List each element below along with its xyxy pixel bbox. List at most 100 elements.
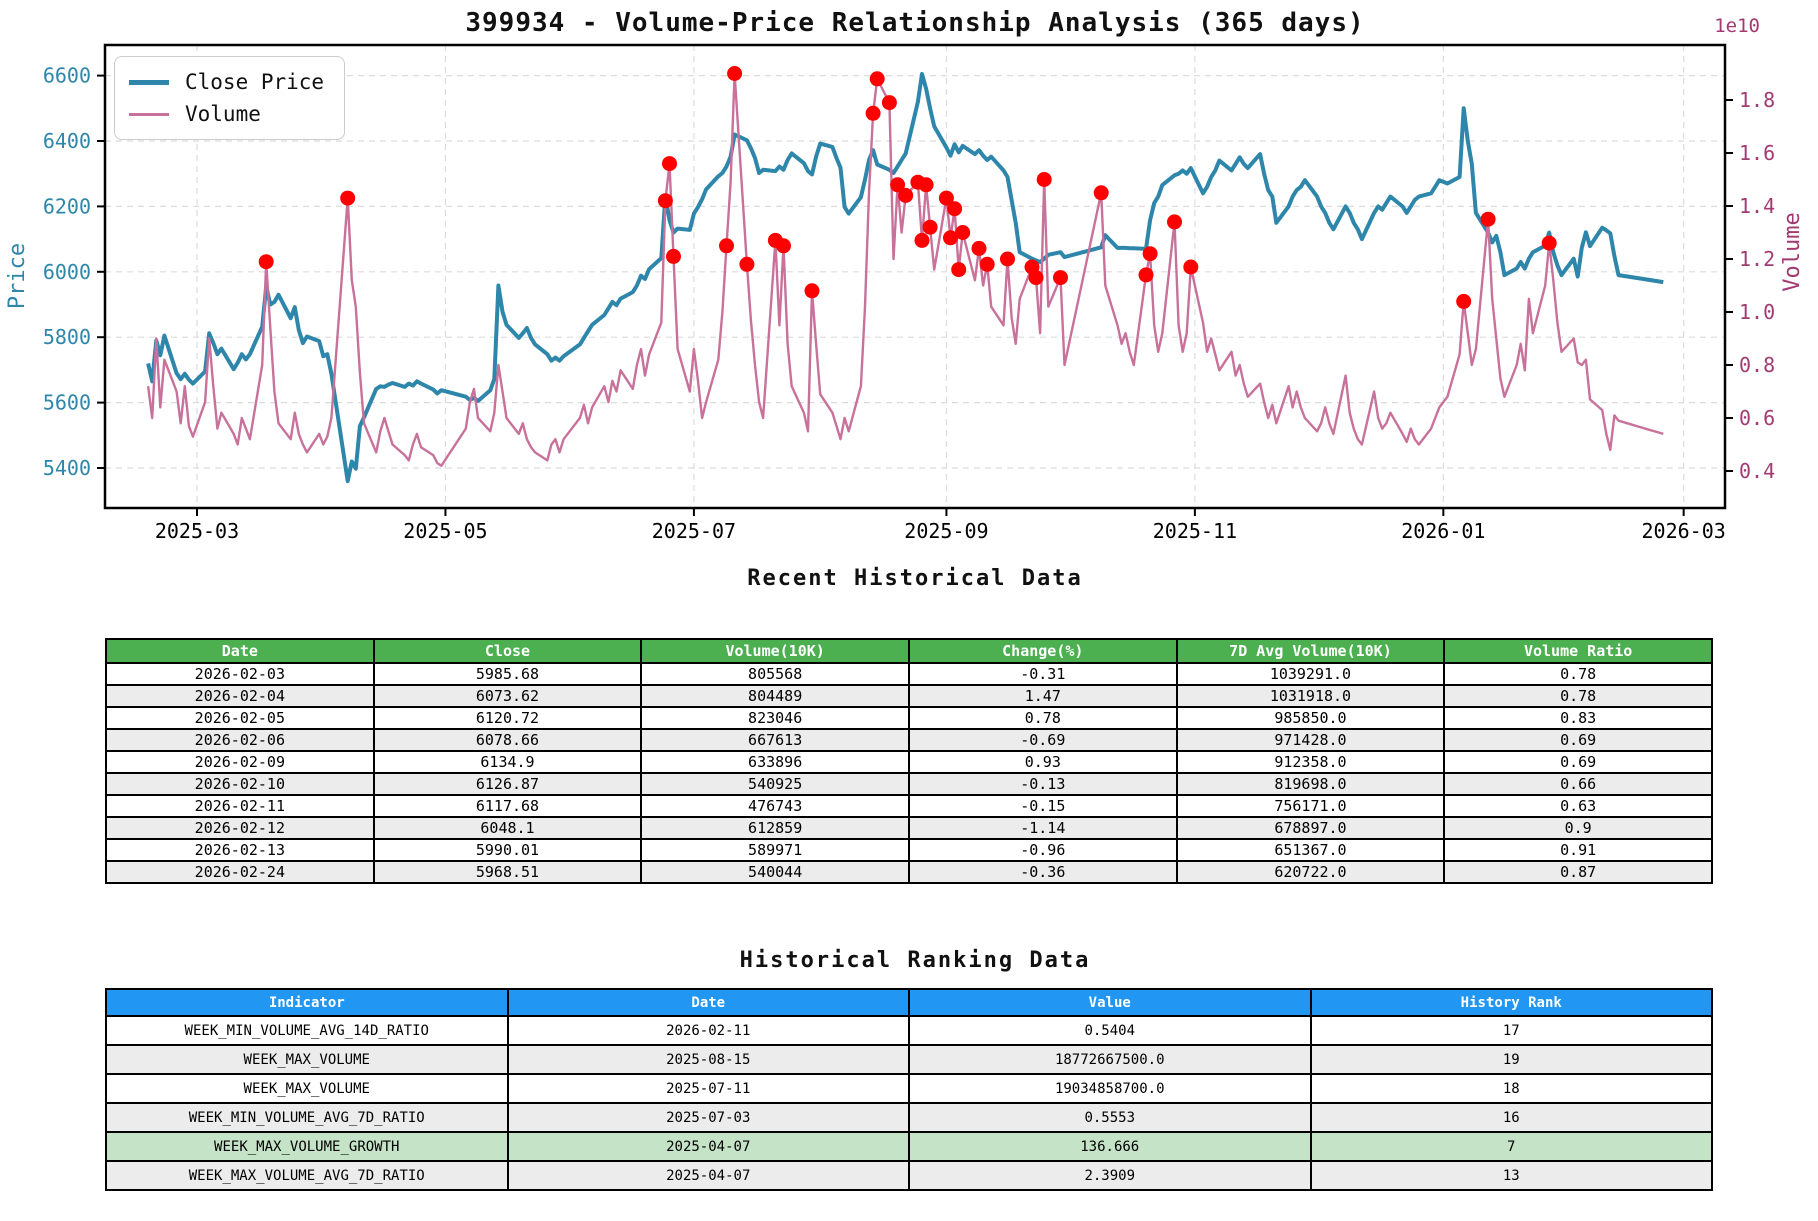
- table-cell: 5985.68: [372, 662, 643, 686]
- table-row: WEEK_MAX_VOLUME_AVG_7D_RATIO 2025-04-07 2.…: [105, 1160, 1713, 1191]
- table-cell: 589971: [640, 838, 910, 862]
- table-cell: 2026-02-04: [105, 684, 375, 708]
- table-row: WEEK_MAX_VOLUME_GROWTH 2025-04-07 136.666 7: [105, 1131, 1713, 1162]
- table-row: WEEK_MAX_VOLUME 2025-08-15 18772667500.0 19: [105, 1044, 1713, 1075]
- table-cell: 5968.51: [372, 860, 643, 884]
- table-row: 2026-02-06 6078.66 667613 -0.69 971428.0 0.69: [105, 728, 1713, 752]
- table-row: WEEK_MAX_VOLUME 2025-07-11 19034858700.0 18: [105, 1073, 1713, 1104]
- table-cell: 912358.0: [1175, 750, 1446, 774]
- svg-text:1.4: 1.4: [1739, 194, 1775, 218]
- close-price-line-swatch: [129, 79, 169, 85]
- legend-item-close-price: Close Price: [129, 66, 324, 98]
- svg-text:6200: 6200: [43, 194, 91, 218]
- recent-data-table: Date Close Volume(10K) Change(%) 7D Avg Volu…: [105, 638, 1713, 884]
- svg-text:1e10: 1e10: [1714, 15, 1760, 37]
- table-cell: 0.93: [907, 750, 1178, 774]
- svg-text:Price: Price: [5, 243, 30, 309]
- svg-text:5400: 5400: [43, 456, 91, 480]
- table-cell: WEEK_MAX_VOLUME: [105, 1044, 509, 1075]
- legend-label-volume: Volume: [185, 102, 261, 126]
- table-header-row: Indicator Date Value History Rank: [105, 988, 1713, 1017]
- table-cell: 7: [1309, 1131, 1713, 1162]
- table-cell: 6048.1: [372, 816, 643, 840]
- table-cell: 1031918.0: [1175, 684, 1446, 708]
- table-cell: 6073.62: [372, 684, 643, 708]
- svg-text:1.2: 1.2: [1739, 247, 1775, 271]
- table-cell: 971428.0: [1175, 728, 1446, 752]
- table-cell: -0.13: [907, 772, 1178, 796]
- svg-text:2025-11: 2025-11: [1153, 519, 1237, 543]
- recent-data-title: Recent Historical Data: [747, 566, 1083, 591]
- table-cell: 1.47: [907, 684, 1178, 708]
- table-row: 2026-02-12 6048.1 612859 -1.14 678897.0 0.9: [105, 816, 1713, 840]
- svg-text:Volume: Volume: [1780, 212, 1805, 291]
- table-cell: 6126.87: [372, 772, 643, 796]
- table-row: 2026-02-11 6117.68 476743 -0.15 756171.0 0.63: [105, 794, 1713, 818]
- table-cell: 16: [1309, 1102, 1713, 1133]
- table-cell: 2026-02-12: [105, 816, 375, 840]
- table-cell: 19: [1309, 1044, 1713, 1075]
- svg-text:6400: 6400: [43, 129, 91, 153]
- table-cell: 612859: [640, 816, 910, 840]
- ranking-table-head: Indicator Date Value History Rank: [105, 988, 1713, 1017]
- table-cell: 2026-02-09: [105, 750, 375, 774]
- table-cell: WEEK_MAX_VOLUME: [105, 1073, 509, 1104]
- svg-text:6600: 6600: [43, 64, 91, 88]
- table-cell: 18772667500.0: [908, 1044, 1312, 1075]
- table-cell: 476743: [640, 794, 910, 818]
- svg-text:2026-01: 2026-01: [1401, 519, 1485, 543]
- table-cell: 804489: [640, 684, 910, 708]
- table-header-row: Date Close Volume(10K) Change(%) 7D Avg Volu…: [105, 638, 1713, 664]
- table-cell: -0.96: [907, 838, 1178, 862]
- column-header: 7D Avg Volume(10K): [1175, 638, 1446, 664]
- table-cell: -0.15: [907, 794, 1178, 818]
- table-cell: 2.3909: [908, 1160, 1312, 1191]
- svg-text:1.6: 1.6: [1739, 141, 1775, 165]
- table-cell: WEEK_MAX_VOLUME_AVG_7D_RATIO: [105, 1160, 509, 1191]
- svg-text:1.8: 1.8: [1739, 88, 1775, 112]
- table-row: 2026-02-09 6134.9 633896 0.93 912358.0 0.69: [105, 750, 1713, 774]
- table-cell: 2025-07-03: [506, 1102, 910, 1133]
- table-cell: WEEK_MIN_VOLUME_AVG_14D_RATIO: [105, 1015, 509, 1046]
- column-header: Close: [372, 638, 643, 664]
- table-cell: 0.5404: [908, 1015, 1312, 1046]
- table-cell: 651367.0: [1175, 838, 1446, 862]
- table-cell: 620722.0: [1175, 860, 1446, 884]
- column-header: Volume(10K): [640, 638, 910, 664]
- svg-text:2025-03: 2025-03: [155, 519, 239, 543]
- table-cell: 667613: [640, 728, 910, 752]
- table-cell: 19034858700.0: [908, 1073, 1312, 1104]
- column-header: Value: [908, 988, 1312, 1017]
- table-cell: 823046: [640, 706, 910, 730]
- column-header: Date: [506, 988, 910, 1017]
- table-cell: 6134.9: [372, 750, 643, 774]
- table-cell: 0.91: [1443, 838, 1713, 862]
- svg-text:1.0: 1.0: [1739, 300, 1775, 324]
- table-cell: 0.9: [1443, 816, 1713, 840]
- column-header: Volume Ratio: [1443, 638, 1713, 664]
- table-cell: 0.66: [1443, 772, 1713, 796]
- table-cell: 2026-02-13: [105, 838, 375, 862]
- table-cell: 0.78: [1443, 662, 1713, 686]
- column-header: History Rank: [1309, 988, 1713, 1017]
- table-cell: WEEK_MAX_VOLUME_GROWTH: [105, 1131, 509, 1162]
- ranking-data-title: Historical Ranking Data: [739, 948, 1091, 973]
- table-cell: 2026-02-10: [105, 772, 375, 796]
- table-cell: 0.78: [907, 706, 1178, 730]
- table-cell: 0.69: [1443, 728, 1713, 752]
- table-cell: 540044: [640, 860, 910, 884]
- svg-text:2025-05: 2025-05: [403, 519, 487, 543]
- table-cell: 633896: [640, 750, 910, 774]
- table-row: WEEK_MIN_VOLUME_AVG_7D_RATIO 2025-07-03 0.…: [105, 1102, 1713, 1133]
- table-cell: 2026-02-11: [105, 794, 375, 818]
- table-cell: 819698.0: [1175, 772, 1446, 796]
- ranking-table-body: WEEK_MIN_VOLUME_AVG_14D_RATIO 2026-02-11 0…: [105, 1015, 1713, 1191]
- table-cell: 2025-04-07: [506, 1160, 910, 1191]
- svg-text:0.8: 0.8: [1739, 353, 1775, 377]
- svg-text:2025-07: 2025-07: [652, 519, 736, 543]
- table-cell: 2025-04-07: [506, 1131, 910, 1162]
- table-cell: 2026-02-24: [105, 860, 375, 884]
- table-cell: -0.69: [907, 728, 1178, 752]
- svg-text:5800: 5800: [43, 325, 91, 349]
- table-cell: 18: [1309, 1073, 1713, 1104]
